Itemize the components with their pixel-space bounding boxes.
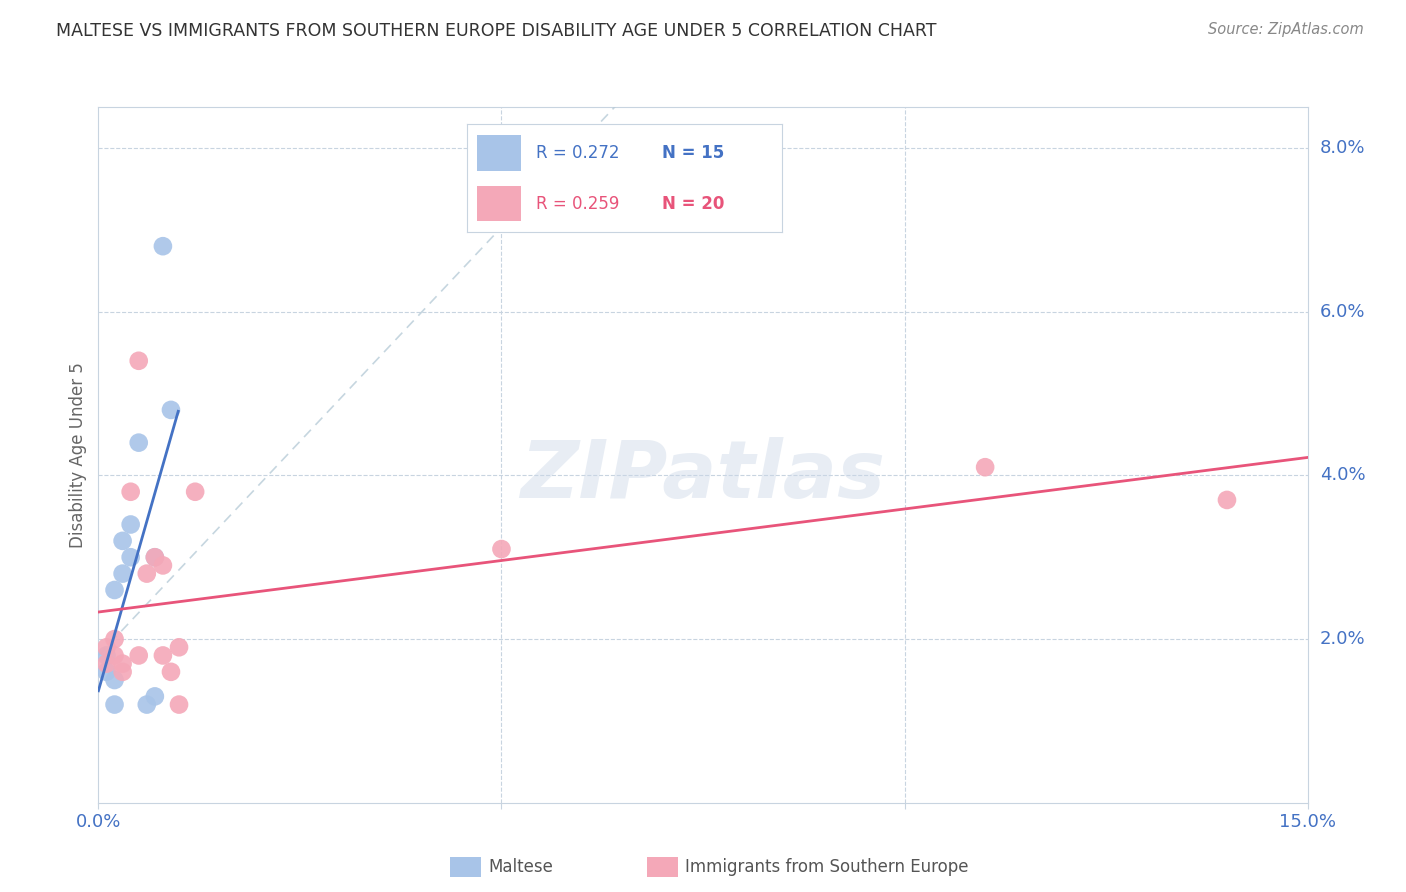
Point: [152, 239, 174, 253]
Text: Immigrants from Southern Europe: Immigrants from Southern Europe: [685, 858, 969, 876]
Point: [1216, 492, 1239, 507]
Point: [143, 690, 166, 704]
Point: [96, 640, 118, 655]
Point: [111, 533, 134, 548]
Point: [152, 648, 174, 663]
Point: [120, 484, 142, 499]
Point: [135, 566, 157, 581]
Point: [974, 460, 997, 475]
Point: [167, 698, 190, 712]
Point: [96, 665, 118, 679]
Point: [152, 558, 174, 573]
Point: [120, 517, 142, 532]
Point: [103, 632, 125, 646]
Point: [143, 550, 166, 565]
Point: [103, 673, 125, 687]
Point: [103, 648, 125, 663]
Point: [167, 640, 190, 655]
Point: [160, 403, 183, 417]
Text: 6.0%: 6.0%: [1320, 302, 1365, 321]
Point: [111, 566, 134, 581]
Point: [120, 550, 142, 565]
Point: [103, 582, 125, 597]
Text: Maltese: Maltese: [488, 858, 553, 876]
Text: Source: ZipAtlas.com: Source: ZipAtlas.com: [1208, 22, 1364, 37]
Point: [184, 484, 207, 499]
Point: [160, 665, 183, 679]
Point: [111, 657, 134, 671]
Point: [96, 657, 118, 671]
Point: [111, 665, 134, 679]
Point: [128, 435, 150, 450]
Text: 8.0%: 8.0%: [1320, 139, 1365, 157]
Text: MALTESE VS IMMIGRANTS FROM SOUTHERN EUROPE DISABILITY AGE UNDER 5 CORRELATION CH: MALTESE VS IMMIGRANTS FROM SOUTHERN EURO…: [56, 22, 936, 40]
Point: [103, 698, 125, 712]
Point: [96, 648, 118, 663]
Point: [491, 542, 513, 557]
Text: 4.0%: 4.0%: [1320, 467, 1365, 484]
Text: ZIPatlas: ZIPatlas: [520, 437, 886, 515]
Y-axis label: Disability Age Under 5: Disability Age Under 5: [69, 362, 87, 548]
Point: [135, 698, 157, 712]
Point: [143, 550, 166, 565]
Text: 2.0%: 2.0%: [1320, 630, 1365, 648]
Point: [128, 353, 150, 368]
Point: [128, 648, 150, 663]
